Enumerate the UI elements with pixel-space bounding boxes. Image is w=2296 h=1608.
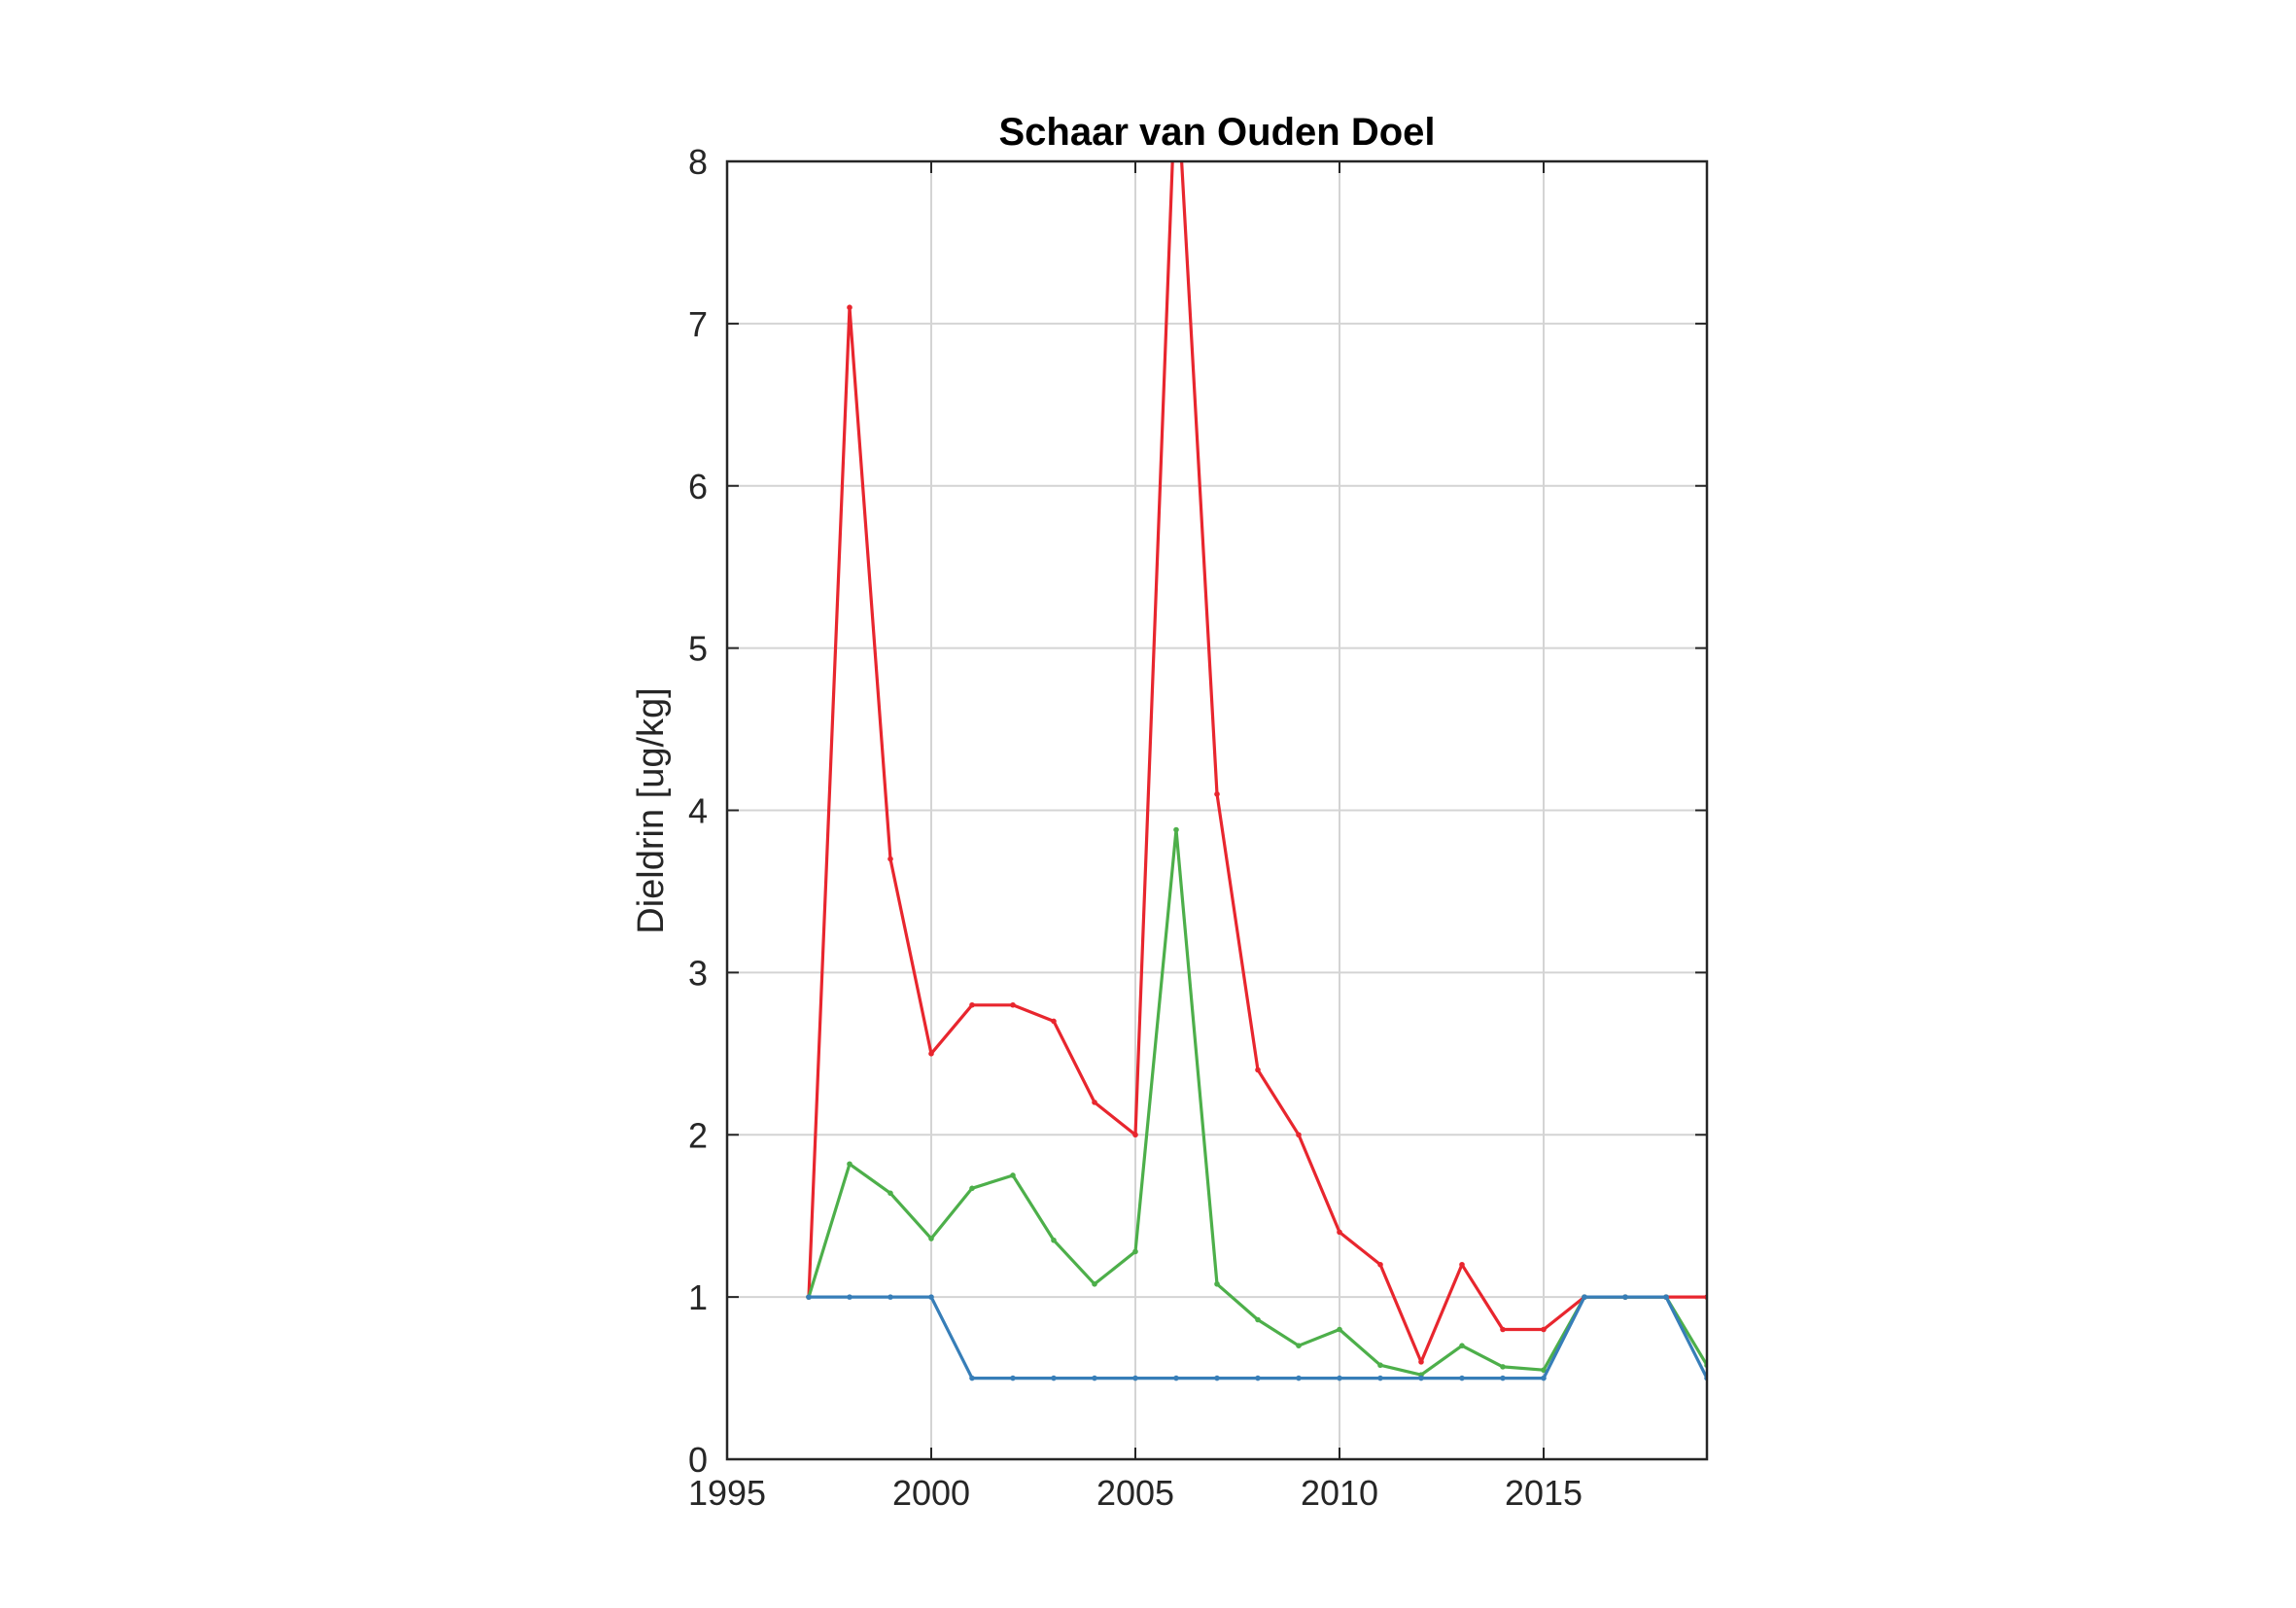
y-tick-labels: 0 1 2 3 4 5 6 7 8 [688,142,708,1480]
data-point [1132,1375,1138,1381]
data-point [1214,1280,1220,1287]
data-point [1173,826,1179,833]
data-point [1500,1375,1506,1381]
data-point [1010,1172,1016,1178]
data-point [1092,1375,1097,1381]
data-point [1541,1375,1547,1381]
y-tick-label: 3 [688,953,708,993]
data-point [1296,1343,1302,1348]
data-point [1132,1132,1138,1138]
data-point [1255,1375,1261,1381]
data-point [928,1051,934,1057]
data-point [969,1185,975,1192]
x-tick-label: 2015 [1505,1473,1583,1513]
data-point [1092,1280,1097,1287]
data-point [1582,1294,1587,1300]
data-point [1255,1066,1261,1073]
data-point [1459,1343,1465,1348]
data-point [806,1294,812,1300]
axes-box [725,159,1709,1461]
series-2 [806,1294,1707,1381]
data-point [1173,1375,1179,1381]
data-point [1377,1362,1383,1369]
y-tick-label: 4 [688,791,708,831]
y-axis-label: Dieldrin [ug/kg] [631,687,672,933]
data-point [1377,1261,1383,1268]
data-series [806,161,1707,1381]
data-point [1337,1375,1342,1381]
data-point [928,1294,934,1300]
data-point [847,1294,852,1300]
data-point [969,1001,975,1008]
y-tick-label: 6 [688,467,708,507]
data-point [1377,1375,1383,1381]
data-point [1541,1367,1547,1374]
chart-title: Schaar van Ouden Doel [998,111,1435,154]
y-tick-label: 0 [688,1440,708,1480]
data-point [1051,1018,1057,1025]
data-point [1459,1261,1465,1268]
data-point [1500,1364,1506,1370]
y-tick-label: 8 [688,142,708,182]
data-point [928,1236,934,1241]
data-point [1500,1326,1506,1333]
x-tick-label: 2000 [892,1473,970,1513]
data-point [1337,1326,1342,1333]
data-point [1010,1001,1016,1008]
y-tick-label: 7 [688,304,708,344]
x-tick-labels: 1995 2000 2005 2010 2015 [688,1473,1583,1513]
data-point [1051,1237,1057,1243]
data-point [1296,1375,1302,1381]
data-point [1663,1294,1669,1300]
x-tick-label: 2010 [1301,1473,1378,1513]
data-point [887,1294,893,1300]
data-point [1010,1375,1016,1381]
y-tick-label: 2 [688,1115,708,1155]
data-point [1255,1316,1261,1323]
data-point [1459,1375,1465,1381]
data-point [847,1161,852,1168]
data-point [1092,1100,1097,1105]
data-point [1296,1132,1302,1138]
data-point [887,1190,893,1197]
y-tick-label: 1 [688,1277,708,1317]
data-point [1337,1229,1342,1236]
data-point [1132,1248,1138,1255]
data-point [1051,1375,1057,1381]
data-point [1418,1375,1424,1381]
data-point [1418,1359,1424,1365]
data-point [969,1375,975,1381]
data-point [887,856,893,862]
data-point [1541,1326,1547,1333]
y-tick-label: 5 [688,629,708,669]
data-point [1622,1294,1628,1300]
data-point [1214,791,1220,797]
x-tick-label: 1995 [688,1473,766,1513]
data-point [847,304,852,310]
data-point [1214,1375,1220,1381]
x-tick-label: 2005 [1096,1473,1174,1513]
